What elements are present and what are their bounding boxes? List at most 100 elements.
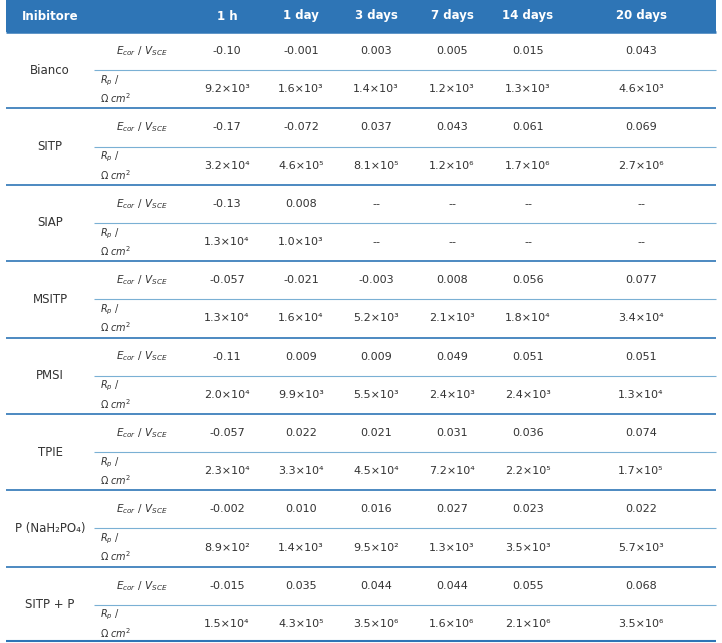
Text: 0.010: 0.010	[285, 504, 317, 514]
Text: 3.3×10⁴: 3.3×10⁴	[278, 466, 323, 476]
Text: -0.057: -0.057	[209, 275, 245, 285]
Text: 0.022: 0.022	[625, 504, 657, 514]
Text: 0.009: 0.009	[285, 352, 317, 361]
Text: 1.7×10⁵: 1.7×10⁵	[618, 466, 664, 476]
Text: 0.022: 0.022	[285, 428, 317, 438]
Text: 0.055: 0.055	[512, 581, 544, 591]
Text: 0.043: 0.043	[436, 122, 468, 132]
Text: 1 h: 1 h	[217, 10, 238, 23]
Text: $E_{cor}$ / $V_{SCE}$: $E_{cor}$ / $V_{SCE}$	[116, 273, 168, 287]
Text: 0.051: 0.051	[625, 352, 657, 361]
Text: --: --	[637, 237, 645, 247]
Text: 0.043: 0.043	[625, 46, 657, 56]
Bar	[6, 0, 716, 32]
Text: 0.016: 0.016	[360, 504, 392, 514]
Text: Inibitore: Inibitore	[22, 10, 78, 23]
Text: 3 days: 3 days	[355, 10, 397, 23]
Text: TPIE: TPIE	[38, 446, 63, 458]
Text: PMSI: PMSI	[36, 369, 64, 382]
Text: 2.1×10⁶: 2.1×10⁶	[505, 619, 551, 629]
Text: 1.2×10³: 1.2×10³	[429, 84, 475, 95]
Text: 0.027: 0.027	[436, 504, 468, 514]
Text: 1.3×10³: 1.3×10³	[429, 543, 475, 552]
Text: 1.6×10³: 1.6×10³	[278, 84, 323, 95]
Text: 1.2×10⁶: 1.2×10⁶	[430, 161, 475, 170]
Text: 2.4×10³: 2.4×10³	[429, 390, 475, 400]
Text: 0.068: 0.068	[625, 581, 657, 591]
Text: 4.6×10⁵: 4.6×10⁵	[278, 161, 323, 170]
Text: SIAP: SIAP	[37, 217, 63, 230]
Text: $E_{cor}$ / $V_{SCE}$: $E_{cor}$ / $V_{SCE}$	[116, 197, 168, 211]
Text: 1.3×10³: 1.3×10³	[505, 84, 551, 95]
Text: 0.015: 0.015	[512, 46, 544, 56]
Text: 1.3×10⁴: 1.3×10⁴	[618, 390, 664, 400]
Text: P (NaH₂PO₄): P (NaH₂PO₄)	[14, 522, 85, 535]
Text: 3.5×10³: 3.5×10³	[505, 543, 551, 552]
Text: --: --	[372, 199, 380, 209]
Text: --: --	[448, 199, 456, 209]
Text: 1.4×10³: 1.4×10³	[353, 84, 399, 95]
Text: 7.2×10⁴: 7.2×10⁴	[429, 466, 475, 476]
Text: 3.4×10⁴: 3.4×10⁴	[618, 313, 664, 323]
Text: -0.002: -0.002	[209, 504, 245, 514]
Text: -0.021: -0.021	[283, 275, 319, 285]
Text: -0.072: -0.072	[283, 122, 319, 132]
Text: 3.5×10⁶: 3.5×10⁶	[618, 619, 664, 629]
Text: 8.1×10⁵: 8.1×10⁵	[353, 161, 399, 170]
Text: 14 days: 14 days	[503, 10, 554, 23]
Text: SITP: SITP	[38, 140, 63, 153]
Text: --: --	[637, 199, 645, 209]
Text: 1.5×10⁴: 1.5×10⁴	[204, 619, 250, 629]
Text: 1.6×10⁶: 1.6×10⁶	[430, 619, 474, 629]
Text: 4.5×10⁴: 4.5×10⁴	[353, 466, 399, 476]
Text: 0.069: 0.069	[625, 122, 657, 132]
Text: 1.3×10⁴: 1.3×10⁴	[204, 313, 250, 323]
Text: $R_p$ /
$\Omega$ $cm^2$: $R_p$ / $\Omega$ $cm^2$	[100, 150, 131, 181]
Text: 9.2×10³: 9.2×10³	[204, 84, 250, 95]
Text: 1.3×10⁴: 1.3×10⁴	[204, 237, 250, 247]
Text: 9.5×10²: 9.5×10²	[353, 543, 399, 552]
Text: $R_p$ /
$\Omega$ $cm^2$: $R_p$ / $\Omega$ $cm^2$	[100, 303, 131, 334]
Text: -0.13: -0.13	[213, 199, 241, 209]
Text: 0.005: 0.005	[436, 46, 468, 56]
Text: 0.031: 0.031	[436, 428, 468, 438]
Text: $E_{cor}$ / $V_{SCE}$: $E_{cor}$ / $V_{SCE}$	[116, 426, 168, 440]
Text: Bianco: Bianco	[30, 64, 70, 77]
Text: 3.2×10⁴: 3.2×10⁴	[204, 161, 250, 170]
Text: $E_{cor}$ / $V_{SCE}$: $E_{cor}$ / $V_{SCE}$	[116, 44, 168, 58]
Text: 1.6×10⁴: 1.6×10⁴	[278, 313, 323, 323]
Text: 1.7×10⁶: 1.7×10⁶	[505, 161, 551, 170]
Text: -0.003: -0.003	[358, 275, 393, 285]
Text: 0.009: 0.009	[360, 352, 392, 361]
Text: $E_{cor}$ / $V_{SCE}$: $E_{cor}$ / $V_{SCE}$	[116, 502, 168, 516]
Text: 2.7×10⁶: 2.7×10⁶	[618, 161, 664, 170]
Text: -0.015: -0.015	[209, 581, 245, 591]
Text: 0.008: 0.008	[285, 199, 317, 209]
Text: 0.021: 0.021	[360, 428, 392, 438]
Text: 4.6×10³: 4.6×10³	[618, 84, 664, 95]
Text: 3.5×10⁶: 3.5×10⁶	[353, 619, 399, 629]
Text: $R_p$ /
$\Omega$ $cm^2$: $R_p$ / $\Omega$ $cm^2$	[100, 608, 131, 640]
Text: 2.2×10⁵: 2.2×10⁵	[505, 466, 551, 476]
Text: 0.061: 0.061	[512, 122, 544, 132]
Text: MSITP: MSITP	[32, 293, 68, 306]
Text: 0.008: 0.008	[436, 275, 468, 285]
Text: 1.0×10³: 1.0×10³	[278, 237, 323, 247]
Text: 5.5×10³: 5.5×10³	[353, 390, 399, 400]
Text: $R_p$ /
$\Omega$ $cm^2$: $R_p$ / $\Omega$ $cm^2$	[100, 455, 131, 487]
Text: 2.0×10⁴: 2.0×10⁴	[204, 390, 250, 400]
Text: 1.8×10⁴: 1.8×10⁴	[505, 313, 551, 323]
Text: 5.7×10³: 5.7×10³	[618, 543, 664, 552]
Text: 1 day: 1 day	[283, 10, 319, 23]
Text: 0.023: 0.023	[512, 504, 544, 514]
Text: 0.044: 0.044	[436, 581, 468, 591]
Text: 5.2×10³: 5.2×10³	[353, 313, 399, 323]
Text: -0.11: -0.11	[213, 352, 241, 361]
Text: 0.003: 0.003	[360, 46, 392, 56]
Text: 9.9×10³: 9.9×10³	[278, 390, 324, 400]
Text: --: --	[524, 199, 532, 209]
Text: 8.9×10²: 8.9×10²	[204, 543, 250, 552]
Text: SITP + P: SITP + P	[25, 599, 74, 611]
Text: 0.037: 0.037	[360, 122, 392, 132]
Text: --: --	[448, 237, 456, 247]
